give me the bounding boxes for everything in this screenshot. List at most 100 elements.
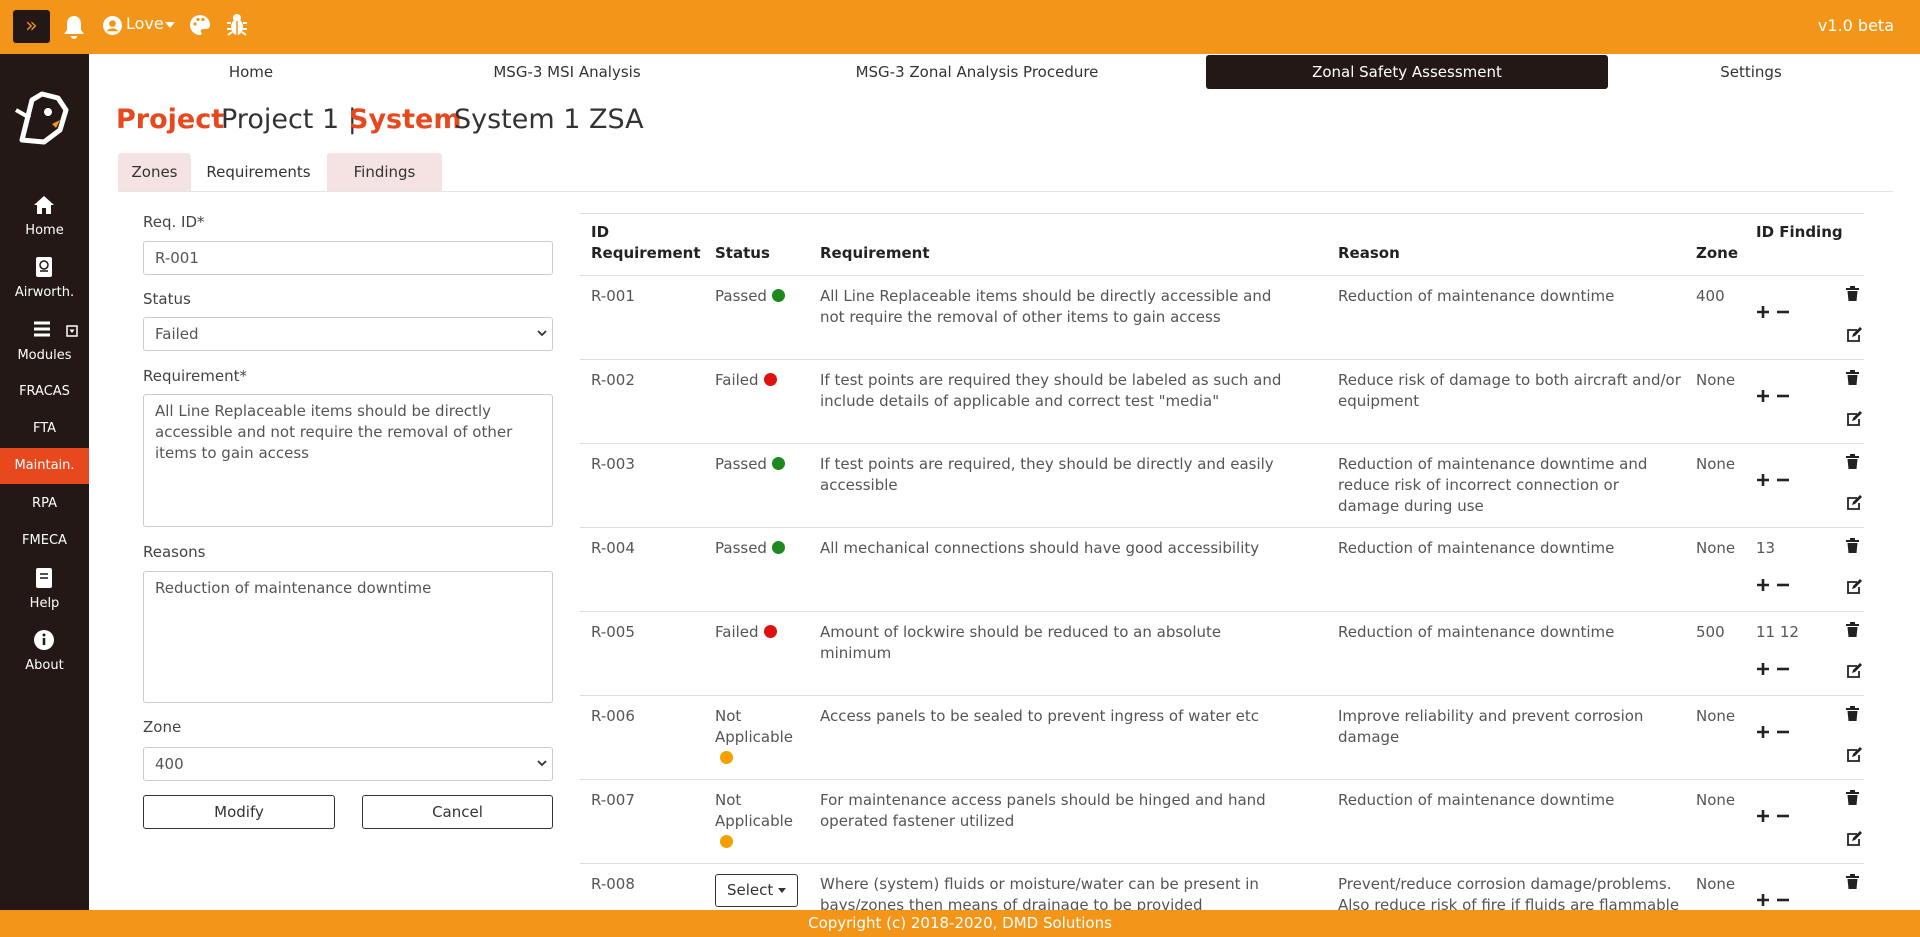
nav-item[interactable]: Zonal Safety Assessment — [1206, 55, 1608, 89]
edit-icon[interactable] — [1846, 831, 1862, 847]
sidebar-item[interactable]: Airworth. — [14, 285, 75, 300]
tab[interactable]: Requirements — [191, 153, 326, 191]
zone-select[interactable]: 400 — [143, 747, 553, 781]
sidebar-icon[interactable] — [32, 628, 56, 652]
plus-icon[interactable] — [1757, 663, 1769, 675]
tab[interactable]: Zones — [118, 153, 191, 191]
status-text: Passed — [715, 455, 767, 473]
logo[interactable] — [14, 90, 74, 148]
sidebar-icon[interactable] — [32, 318, 56, 342]
plus-icon[interactable] — [1757, 894, 1769, 906]
delete-icon[interactable] — [1846, 622, 1859, 637]
edit-icon[interactable] — [1846, 495, 1862, 511]
expand-icon[interactable] — [66, 325, 78, 337]
sidebar-icon[interactable] — [32, 255, 56, 279]
requirement-textarea[interactable]: All Line Replaceable items should be dir… — [143, 394, 553, 527]
nav-item[interactable]: Home — [228, 63, 274, 81]
sidebar-item[interactable]: Home — [25, 223, 64, 238]
status-select-button[interactable]: Select — [715, 874, 798, 907]
palette-icon[interactable] — [189, 14, 211, 36]
sidebar-item[interactable]: FTA — [32, 421, 57, 436]
row-line — [580, 443, 1864, 444]
add-remove-finding[interactable] — [1756, 305, 1792, 319]
add-remove-finding[interactable] — [1756, 578, 1792, 592]
sidebar-icon[interactable] — [32, 193, 56, 217]
edit-icon[interactable] — [1846, 747, 1862, 763]
nav-item[interactable]: MSG-3 Zonal Analysis Procedure — [855, 63, 1099, 81]
cell-reason: Reduction of maintenance downtime — [1338, 539, 1615, 557]
add-remove-finding[interactable] — [1756, 473, 1792, 487]
form-label: Requirement* — [143, 367, 247, 385]
plus-icon[interactable] — [1757, 306, 1769, 318]
caret — [778, 888, 787, 893]
status-dot — [763, 373, 777, 386]
add-remove-finding[interactable] — [1756, 662, 1792, 676]
sidebar-icon[interactable] — [32, 566, 56, 590]
delete-icon[interactable] — [1846, 286, 1859, 301]
cell-id: R-005 — [591, 623, 635, 641]
plus-icon[interactable] — [1757, 810, 1769, 822]
status-dot — [720, 835, 733, 848]
req-id-input[interactable]: R-001 — [143, 241, 553, 275]
sidebar-item[interactable]: About — [25, 658, 64, 673]
edit-icon[interactable] — [1846, 579, 1862, 595]
cell-reason: Prevent/reduce corrosion damage/problems… — [1338, 875, 1680, 910]
plus-icon[interactable] — [1757, 474, 1769, 486]
sidebar-item[interactable]: Modules — [17, 348, 72, 363]
edit-icon[interactable] — [1846, 327, 1862, 343]
sidebar-item[interactable]: Help — [29, 596, 60, 611]
icon-shape — [1852, 495, 1862, 505]
edit-icon[interactable] — [1846, 411, 1862, 427]
add-remove-finding[interactable] — [1756, 389, 1792, 403]
delete-icon[interactable] — [1846, 790, 1859, 805]
status-select[interactable]: Failed — [143, 317, 553, 351]
reasons-textarea[interactable]: Reduction of maintenance downtime — [143, 571, 553, 703]
user-name[interactable]: Love — [126, 14, 164, 33]
icon-shape — [1847, 749, 1860, 762]
cell-reason: Reduction of maintenance downtime — [1338, 623, 1615, 641]
plus-icon[interactable] — [1757, 579, 1769, 591]
system-label: System — [349, 104, 462, 135]
cell-zone: None — [1696, 707, 1736, 725]
delete-icon[interactable] — [1846, 370, 1859, 385]
tab[interactable]: Findings — [327, 153, 442, 191]
modify-button[interactable]: Modify — [143, 795, 335, 829]
delete-icon[interactable] — [1846, 454, 1859, 469]
icon-shape — [36, 257, 52, 277]
add-remove-finding[interactable] — [1756, 725, 1792, 739]
sidebar-item[interactable]: FRACAS — [19, 384, 70, 399]
cancel-button[interactable]: Cancel — [362, 795, 553, 829]
add-remove-finding[interactable] — [1756, 893, 1792, 907]
icon-shape — [1847, 329, 1860, 342]
plus-icon[interactable] — [1757, 726, 1769, 738]
sidebar-item[interactable]: Maintain. — [0, 448, 89, 484]
bell-icon[interactable] — [62, 14, 86, 40]
delete-icon[interactable] — [1846, 706, 1859, 721]
sidebar: Home Airworth. Modules FRACAS FTA Maintain. RP… — [0, 54, 89, 910]
nav-item[interactable]: MSG-3 MSI Analysis — [493, 63, 641, 81]
footer: Copyright (c) 2018-2020, DMD Solutions — [0, 910, 1920, 937]
user-icon[interactable] — [103, 16, 122, 35]
cell-findings: 11 12 — [1756, 623, 1799, 641]
cell-requirement: If test points are required, they should… — [820, 455, 1274, 494]
icon-shape — [1852, 663, 1862, 673]
sidebar-item[interactable]: FMECA — [22, 533, 67, 548]
cell-findings: 13 — [1756, 539, 1776, 557]
cell-id: R-006 — [591, 707, 635, 725]
plus-icon[interactable] — [1757, 390, 1769, 402]
sidebar-toggle[interactable]: » — [13, 10, 50, 43]
status-text: Failed — [715, 371, 759, 389]
edit-icon[interactable] — [1846, 663, 1862, 679]
bug-icon[interactable] — [226, 13, 248, 37]
delete-icon[interactable] — [1846, 874, 1859, 889]
cell-reason: Reduce risk of damage to both aircraft a… — [1338, 371, 1681, 410]
sidebar-item[interactable]: RPA — [32, 496, 57, 511]
project-label: Project — [116, 104, 225, 135]
add-remove-finding[interactable] — [1756, 809, 1792, 823]
system-name: System 1 ZSA — [454, 104, 644, 135]
cell-status: Not Applicable — [715, 790, 795, 853]
cell-requirement: Where (system) fluids or moisture/water … — [820, 875, 1259, 910]
nav-item[interactable]: Settings — [1720, 63, 1782, 81]
table-line — [580, 213, 1864, 214]
delete-icon[interactable] — [1846, 538, 1859, 553]
